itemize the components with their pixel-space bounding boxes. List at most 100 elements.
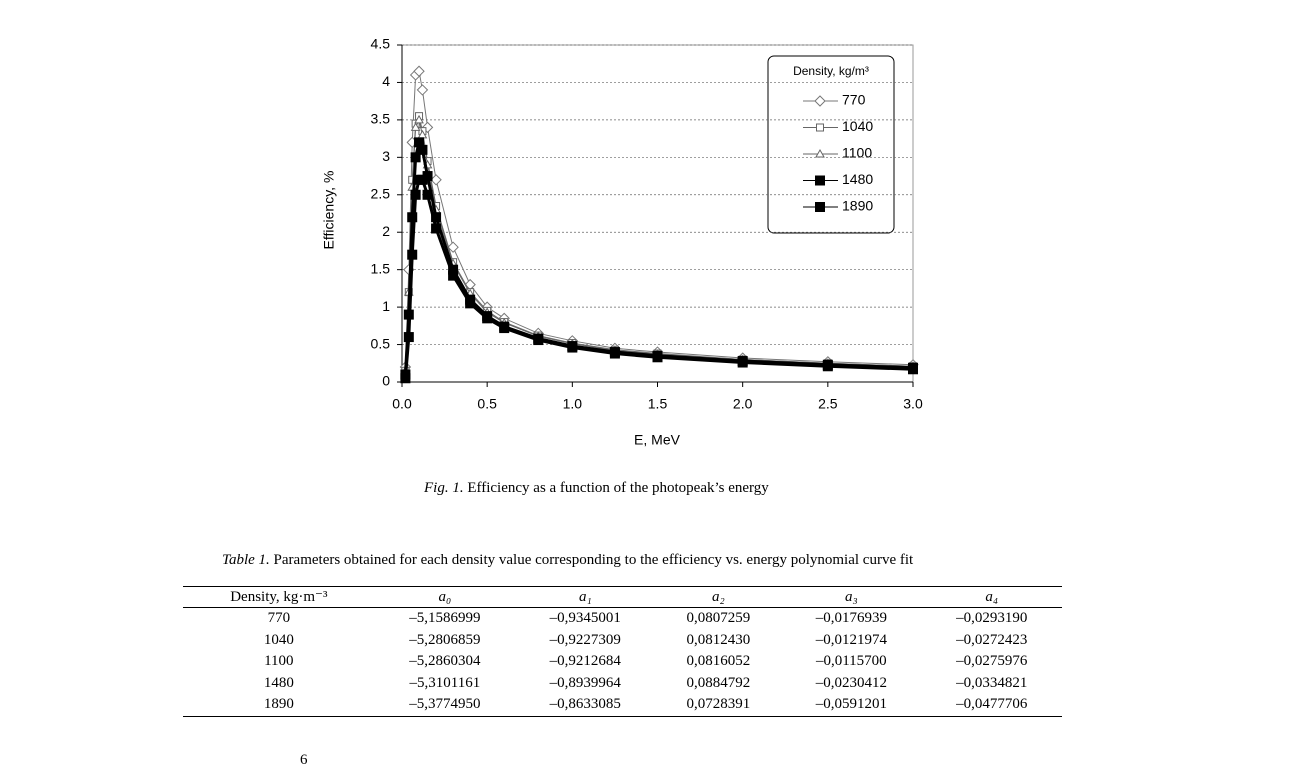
point [416, 84, 429, 96]
point [417, 174, 428, 185]
x-axis-label: E, MeV [634, 432, 681, 448]
point [499, 323, 510, 334]
x-tick-label: 1.0 [563, 396, 583, 412]
x-tick-label: 2.5 [818, 396, 838, 412]
table-cell: 0,0728391 [686, 696, 751, 712]
x-tick-label: 3.0 [903, 396, 923, 412]
legend-marker [815, 202, 825, 212]
y-tick-label: 2 [382, 223, 390, 239]
legend-marker [816, 123, 824, 132]
table-cell: –5,2806859 [409, 631, 481, 648]
table-cell: 0,0884792 [686, 674, 751, 691]
table-cell: 1100 [264, 653, 294, 669]
table-cell: –0,0293190 [956, 610, 1028, 626]
table-cell: –0,0230412 [815, 674, 887, 691]
column-header: Density, kg·m⁻³ [183, 586, 375, 608]
x-tick-label: 0.0 [392, 396, 412, 412]
x-tick-label: 2.0 [733, 396, 753, 412]
column-header: a₂ [655, 586, 782, 608]
legend-marker [815, 148, 825, 158]
y-tick-label: 2.5 [371, 185, 391, 201]
x-tick-label: 1.5 [648, 396, 668, 412]
table-row: 1040 –5,2806859 –0,9227309 0,0812430 –0,0121… [183, 630, 1062, 652]
table-row: 1100 –5,2860304 –0,9212684 0,0816052 –0,0115… [183, 651, 1062, 673]
y-tick-label: 1 [382, 298, 390, 314]
parameters-table: Density, kg·m⁻³ a₀ a₁ a₂ a₃ a₄ 770 –5,1586999 –0… [183, 586, 1062, 717]
point [431, 212, 442, 223]
point [908, 364, 918, 375]
point [609, 348, 620, 359]
point [403, 332, 414, 343]
point [400, 373, 411, 384]
chart: Efficiency, % E, MeV Density, kg/m³ 0 0.5… [321, 36, 923, 448]
table-cell: –5,2860304 [409, 653, 481, 669]
table-caption-text: Parameters obtained for each density val… [273, 552, 914, 568]
point [417, 144, 428, 155]
table-row: 770 –5,1586999 –0,9345001 0,0807259 –0,01769… [183, 608, 1062, 630]
table-cell: –0,0334821 [956, 674, 1028, 691]
point [737, 357, 748, 368]
table-cell: –5,3774950 [409, 696, 481, 712]
table-cell: –0,0176939 [815, 610, 887, 626]
y-tick-label: 0 [382, 373, 390, 389]
y-tick-label: 3.5 [371, 111, 391, 127]
y-tick-label: 0.5 [371, 335, 391, 351]
legend-label: 1890 [842, 198, 873, 214]
table-cell: –0,0477706 [956, 696, 1028, 712]
point [413, 65, 425, 77]
y-tick-label: 3 [382, 148, 390, 164]
figure-text: Efficiency as a function of the photopea… [467, 480, 769, 496]
header-row: Density, kg·m⁻³ a₀ a₁ a₂ a₃ a₄ [183, 586, 1062, 608]
table-row: 1890 –5,3774950 –0,8633085 0,0728391 –0,0591… [183, 694, 1062, 716]
table-cell: –0,9212684 [549, 653, 621, 669]
table-cell: –0,0115700 [815, 653, 887, 669]
table-cell: –0,0275976 [956, 653, 1028, 669]
legend-label: 1040 [842, 118, 873, 134]
column-header: a₃ [781, 586, 922, 608]
column-header: a₄ [921, 586, 1062, 608]
point [822, 361, 833, 372]
point [465, 298, 476, 309]
point [447, 241, 459, 253]
table-caption: Table 1. Parameters obtained for each de… [222, 552, 913, 569]
table-cell: –0,0272423 [956, 631, 1028, 648]
point [410, 152, 421, 163]
x-tick-label: 0.5 [477, 396, 497, 412]
legend-marker [815, 175, 825, 186]
table-cell: –0,8939964 [549, 674, 621, 691]
y-tick-label: 4 [382, 73, 390, 89]
legend-label: 1480 [842, 171, 873, 187]
point [448, 270, 459, 281]
point [430, 174, 442, 186]
point [410, 189, 421, 200]
point [482, 313, 493, 324]
table-cell: 0,0812430 [686, 631, 751, 648]
table-cell: –0,0591201 [815, 696, 887, 712]
table-row: 1480 –5,3101161 –0,8939964 0,0884792 –0,0230… [183, 673, 1062, 695]
table-cell: 1040 [263, 631, 294, 648]
legend-marker [814, 95, 826, 107]
point [414, 114, 424, 124]
point [431, 223, 442, 234]
legend-label: 770 [842, 92, 866, 108]
page-number: 6 [300, 752, 308, 768]
table-cell: 1890 [263, 696, 294, 712]
table-cell: –0,8633085 [549, 696, 621, 712]
table-cell: 1480 [263, 674, 294, 691]
table-cell: –0,9227309 [549, 631, 621, 648]
figure-caption: Fig. 1. Efficiency as a function of the … [424, 480, 769, 497]
y-tick-label: 4.5 [371, 36, 391, 52]
point [652, 352, 663, 363]
table-cell: –0,0121974 [815, 631, 887, 648]
table-cell: 770 [267, 610, 291, 626]
column-header: a₁ [515, 586, 656, 608]
legend-box [767, 55, 895, 234]
point [407, 249, 418, 260]
y-tick-label: 1.5 [371, 260, 391, 276]
legend-label: 1100 [842, 145, 872, 161]
table-label: Table 1. [222, 552, 270, 568]
point [422, 189, 433, 200]
table-cell: 0,0807259 [686, 610, 751, 626]
table-cell: –5,3101161 [409, 674, 481, 691]
